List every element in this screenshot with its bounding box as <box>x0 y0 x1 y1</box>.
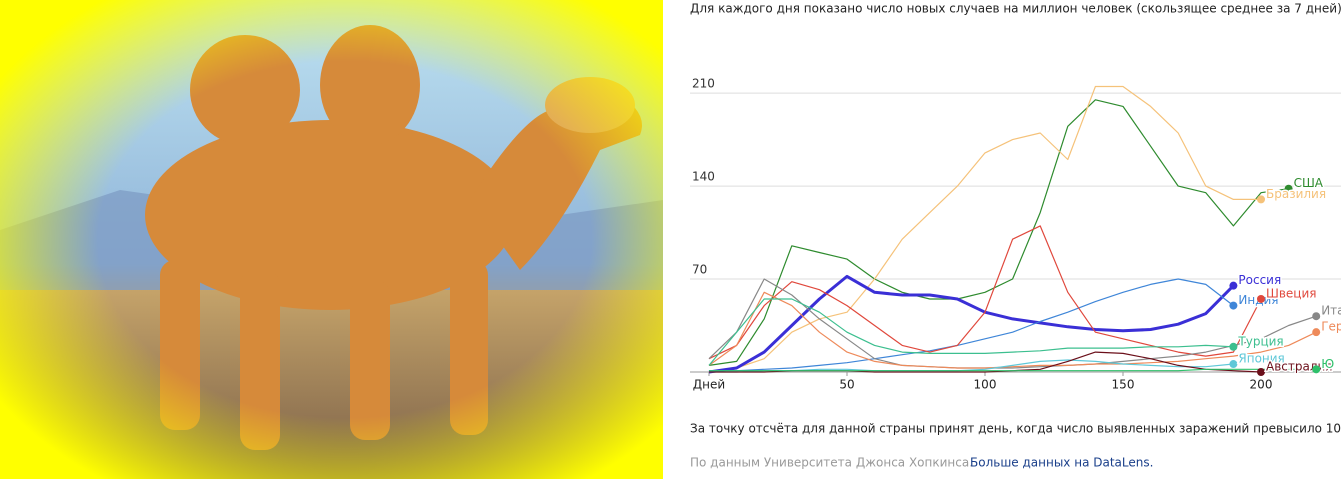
y-tick-label: 70 <box>692 263 707 277</box>
subtitle: Для каждого дня показано число новых слу… <box>690 2 1341 16</box>
series-line <box>708 291 1317 369</box>
y-tick-label: 210 <box>692 77 715 91</box>
series-label: Япония <box>1238 352 1284 366</box>
series-label: Ю <box>1321 357 1334 371</box>
end-dot <box>1229 360 1238 369</box>
x-tick-label: 50 <box>839 378 854 392</box>
series-line <box>709 368 1317 372</box>
series-label: Турция <box>1237 334 1283 348</box>
plot-area <box>708 85 1317 374</box>
series-line <box>708 225 1262 360</box>
series-line <box>708 274 1235 374</box>
end-dot <box>1312 312 1321 321</box>
series-line <box>708 298 1234 366</box>
x-tick-label: 100 <box>974 378 997 392</box>
camel-photo <box>0 0 663 479</box>
series-line <box>709 278 1234 372</box>
series-line <box>708 99 1289 366</box>
end-dot <box>1312 328 1321 337</box>
series-label: Бразилия <box>1266 187 1326 201</box>
labels: СШАБразилияРоссияИндияШвецияИтаГермаТурц… <box>1229 175 1341 376</box>
x-tick-label: 150 <box>1112 378 1135 392</box>
y-tick-label: 140 <box>692 170 715 184</box>
end-dot <box>1312 365 1321 374</box>
series-line <box>708 85 1261 373</box>
end-dot <box>1257 294 1265 303</box>
end-dot <box>1229 301 1238 310</box>
x-tick-label: 200 <box>1250 378 1273 392</box>
series-label: Россия <box>1238 273 1281 287</box>
x-tick-label: Дней <box>693 378 725 392</box>
end-dot <box>1257 195 1265 204</box>
end-dot <box>1257 368 1265 376</box>
source: По данным Университета Джонса Хопкинса. <box>690 456 973 470</box>
series-label: США <box>1294 176 1324 190</box>
series-label: Герма <box>1321 320 1341 334</box>
end-dot <box>1229 342 1238 351</box>
note: За точку отсчёта для данной страны приня… <box>690 422 1341 436</box>
series-line <box>708 278 1317 369</box>
series-label: Швеция <box>1266 286 1316 300</box>
series-label: Ита <box>1321 304 1341 318</box>
end-dot <box>1229 281 1238 290</box>
end-dot <box>1284 184 1293 193</box>
datalens-link[interactable]: Больше данных на DataLens. <box>970 456 1153 470</box>
